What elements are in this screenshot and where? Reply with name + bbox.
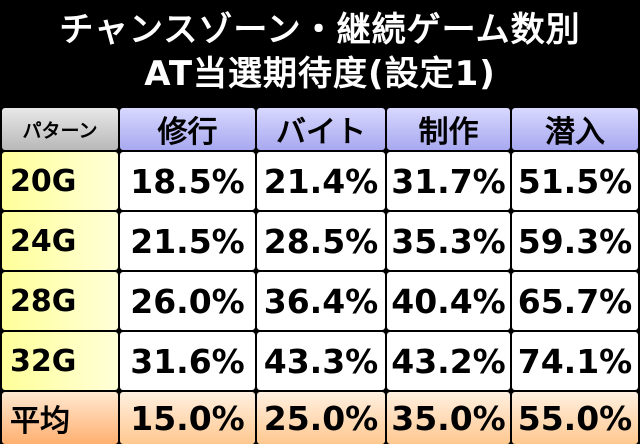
column-header: パターン [2, 108, 118, 150]
cell: 35.3% [387, 212, 510, 270]
cell: 26.0% [120, 272, 255, 330]
cell: 40.4% [387, 272, 510, 330]
row-header: 24G [2, 212, 118, 270]
cell: 55.0% [512, 392, 638, 444]
row-header: 28G [2, 272, 118, 330]
cell: 18.5% [120, 152, 255, 210]
cell: 43.3% [257, 332, 385, 390]
column-header: 制作 [387, 108, 510, 150]
column-header: バイト [257, 108, 385, 150]
cell: 74.1% [512, 332, 638, 390]
subtitle: AT当選期待度(設定1) [144, 54, 496, 94]
row-header: 32G [2, 332, 118, 390]
cell: 36.4% [257, 272, 385, 330]
row-header: 平均 [2, 392, 118, 444]
cell: 43.2% [387, 332, 510, 390]
cell: 15.0% [120, 392, 255, 444]
row-header: 20G [2, 152, 118, 210]
cell: 31.7% [387, 152, 510, 210]
column-header: 潜入 [512, 108, 638, 150]
table: パターン 修行 バイト 制作 潜入 20G 18.5% 21.4% 31.7% 51.5% 24G 2… [0, 106, 640, 444]
cell: 31.6% [120, 332, 255, 390]
title-banner: チャンスゾーン・継続ゲーム数別 AT当選期待度(設定1) [0, 0, 640, 106]
cell: 35.0% [387, 392, 510, 444]
cell: 65.7% [512, 272, 638, 330]
column-header: 修行 [120, 108, 255, 150]
cell: 51.5% [512, 152, 638, 210]
title: チャンスゾーン・継続ゲーム数別 [59, 10, 581, 50]
cell: 21.5% [120, 212, 255, 270]
cell: 21.4% [257, 152, 385, 210]
cell: 25.0% [257, 392, 385, 444]
cell: 59.3% [512, 212, 638, 270]
cell: 28.5% [257, 212, 385, 270]
